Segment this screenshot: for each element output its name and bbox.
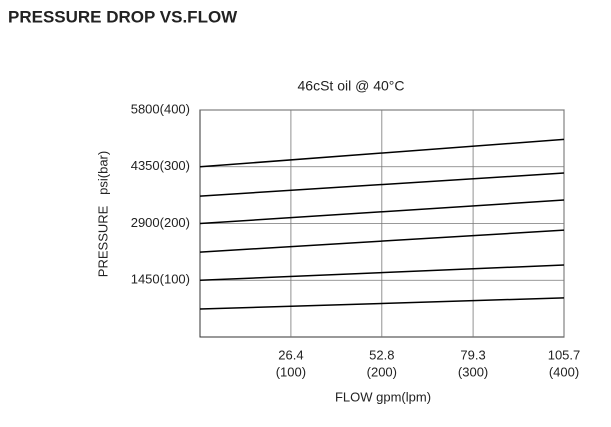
- x-tick-label: 79.3: [460, 347, 485, 362]
- x-tick-sublabel: (300): [458, 364, 488, 379]
- x-axis-label: FLOW gpm(lpm): [335, 389, 431, 404]
- data-line: [199, 264, 565, 281]
- chart-title: 46cSt oil @ 40°C: [298, 78, 405, 94]
- x-tick-label: 52.8: [369, 347, 394, 362]
- y-tick-label: 1450(100): [131, 272, 190, 287]
- y-tick-label: 5800(400): [131, 101, 190, 116]
- data-line: [199, 297, 565, 310]
- x-tick-sublabel: (200): [367, 364, 397, 379]
- x-tick-label: 26.4: [278, 347, 303, 362]
- data-line: [199, 199, 565, 225]
- y-tick-label: 2900(200): [131, 215, 190, 230]
- y-axis-label: PRESSURE psi(bar): [95, 151, 110, 277]
- y-tick-label: 4350(300): [131, 158, 190, 173]
- x-tick-label: 105.7: [548, 347, 581, 362]
- data-line: [199, 172, 565, 197]
- data-line: [199, 229, 565, 253]
- x-tick-sublabel: (400): [549, 364, 579, 379]
- data-line: [199, 138, 565, 168]
- page-heading: PRESSURE DROP VS.FLOW: [8, 7, 238, 26]
- x-tick-sublabel: (100): [276, 364, 306, 379]
